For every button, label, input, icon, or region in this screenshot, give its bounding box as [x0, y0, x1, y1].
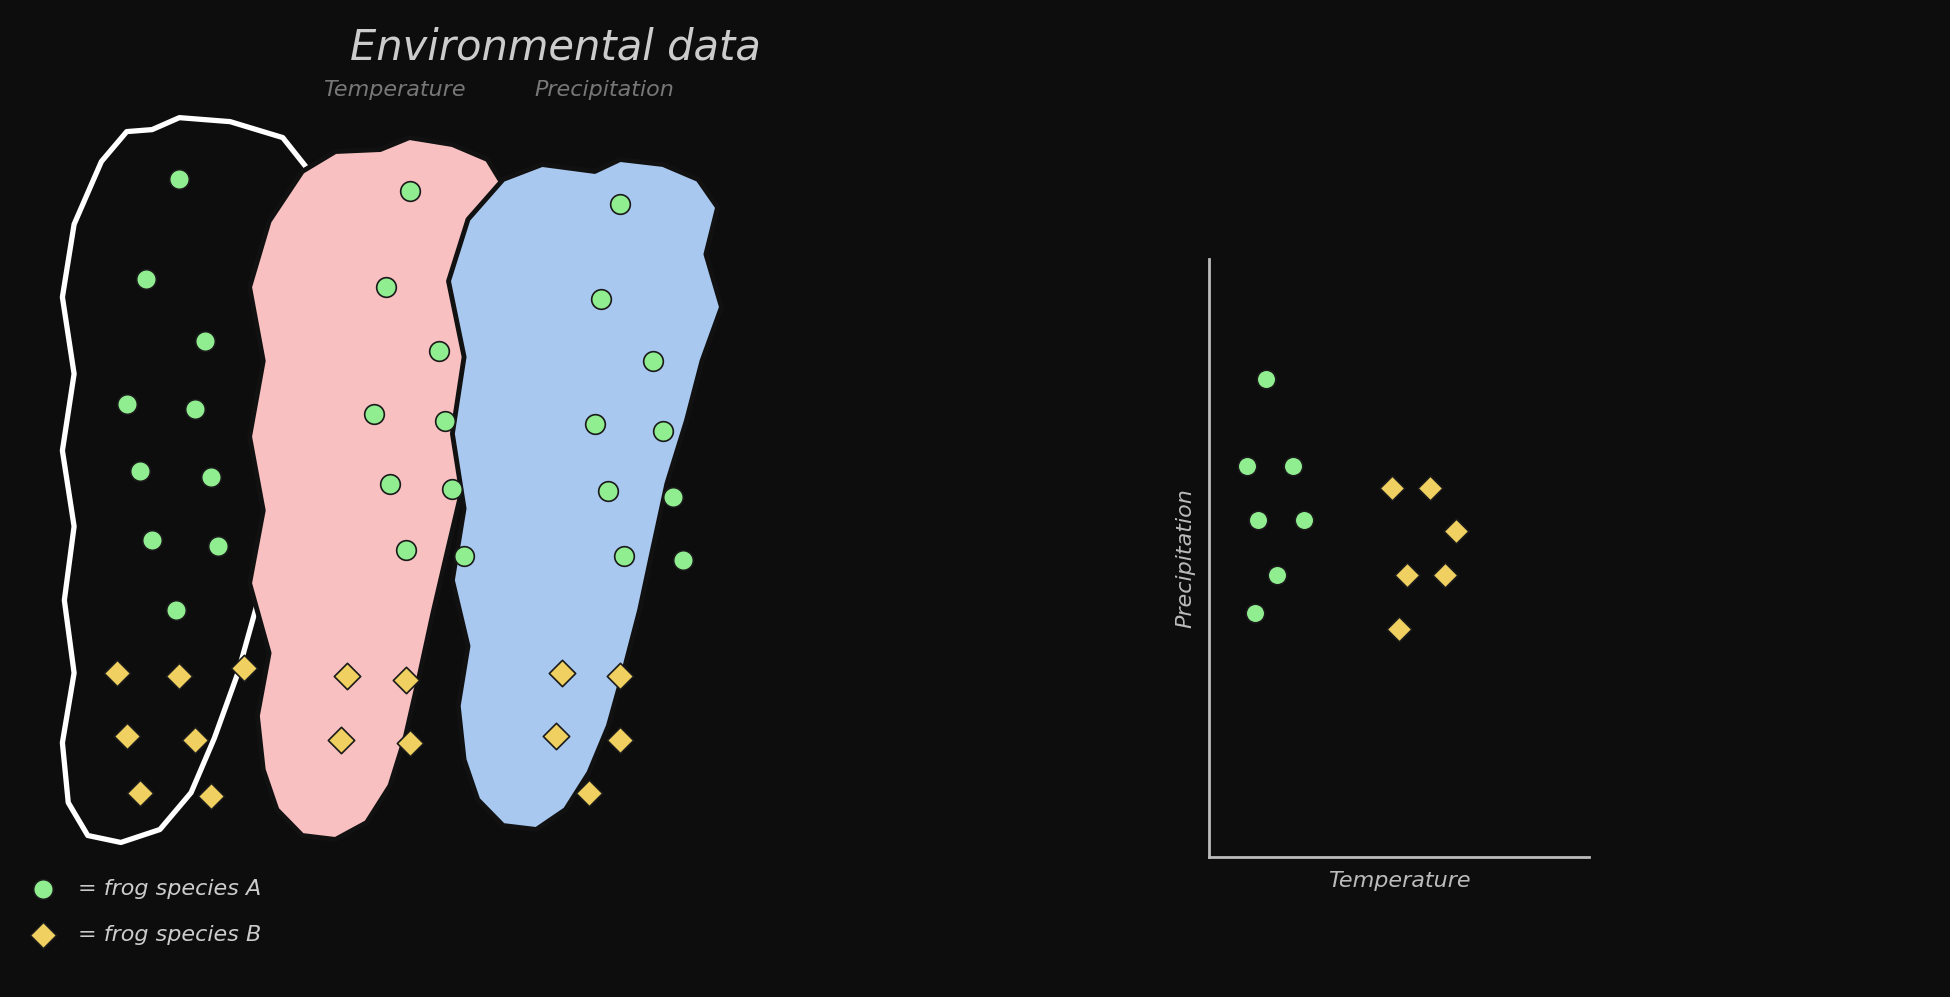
Point	[195, 469, 226, 485]
Point	[647, 423, 679, 439]
Point	[160, 602, 191, 618]
Point	[1289, 512, 1320, 528]
Point	[164, 668, 195, 684]
Y-axis label: Precipitation: Precipitation	[1176, 489, 1195, 628]
Point	[1429, 566, 1461, 582]
Point	[448, 548, 480, 564]
Point	[657, 489, 688, 504]
Point	[1232, 458, 1264, 474]
Text: Environmental data: Environmental data	[351, 27, 760, 69]
Point	[1384, 621, 1416, 637]
Point	[125, 463, 156, 479]
Point	[638, 353, 669, 369]
Point	[125, 785, 156, 801]
Point	[604, 732, 636, 748]
Point	[359, 406, 390, 422]
Point	[1414, 480, 1445, 496]
Text: = frog species B: = frog species B	[78, 925, 261, 945]
Point	[179, 401, 211, 417]
Point	[136, 532, 168, 548]
Point	[131, 271, 162, 287]
Point	[195, 788, 226, 804]
Point	[1242, 512, 1273, 528]
Point	[593, 483, 624, 498]
Polygon shape	[62, 118, 316, 842]
Point	[164, 171, 195, 187]
Point	[228, 660, 259, 676]
Point	[394, 183, 425, 199]
Point	[179, 732, 211, 748]
Point	[546, 665, 577, 681]
Point	[27, 881, 58, 897]
Point	[101, 665, 133, 681]
Point	[27, 927, 58, 943]
Point	[1390, 566, 1422, 582]
Text: = frog species A: = frog species A	[78, 879, 261, 899]
Point	[437, 481, 468, 497]
Text: Temperature: Temperature	[322, 80, 466, 100]
X-axis label: Temperature: Temperature	[1328, 871, 1470, 891]
Point	[1377, 480, 1408, 496]
Point	[1238, 605, 1269, 621]
Polygon shape	[250, 138, 511, 839]
Polygon shape	[448, 160, 722, 830]
Point	[111, 728, 142, 744]
Point	[203, 538, 234, 554]
Point	[390, 542, 421, 558]
Point	[390, 672, 421, 688]
Point	[608, 548, 640, 564]
Point	[326, 732, 357, 748]
Point	[667, 552, 698, 568]
Point	[189, 333, 220, 349]
Point	[111, 396, 142, 412]
Point	[540, 728, 571, 744]
Point	[585, 291, 616, 307]
Point	[394, 735, 425, 751]
Point	[1250, 371, 1281, 387]
Point	[370, 279, 402, 295]
Point	[423, 343, 454, 359]
Point	[573, 785, 604, 801]
Point	[579, 416, 610, 432]
Point	[1262, 566, 1293, 582]
Text: Precipitation: Precipitation	[534, 80, 675, 100]
Point	[1277, 458, 1308, 474]
Point	[429, 413, 460, 429]
Point	[604, 196, 636, 212]
Point	[332, 668, 363, 684]
Point	[374, 476, 406, 492]
Point	[1441, 523, 1472, 539]
Point	[604, 668, 636, 684]
